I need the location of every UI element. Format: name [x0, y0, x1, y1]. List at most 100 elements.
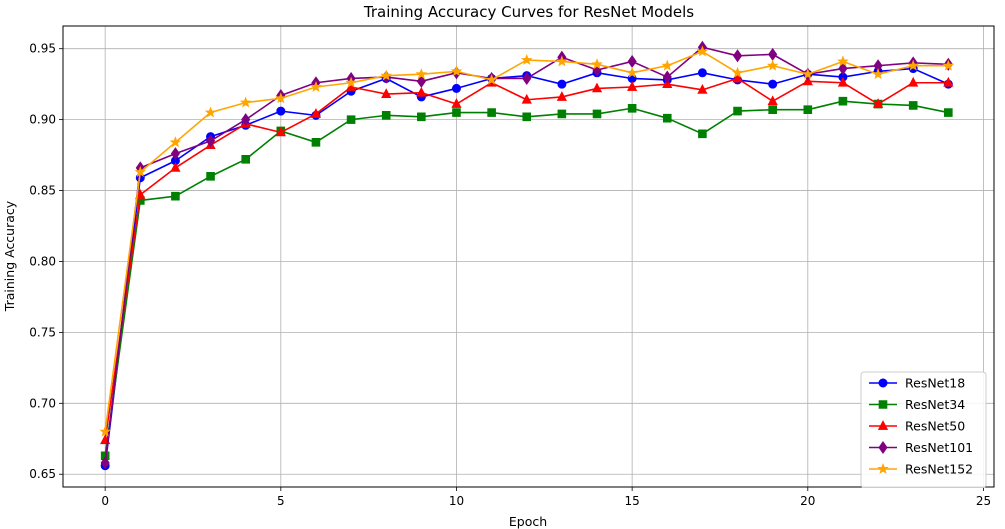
- legend-marker: [878, 400, 888, 409]
- x-tick-label: 0: [101, 494, 109, 508]
- data-point: [591, 82, 603, 93]
- data-point: [944, 108, 953, 117]
- data-point: [872, 98, 884, 108]
- data-point: [485, 73, 498, 85]
- y-tick-label: 0.80: [29, 254, 56, 268]
- data-point: [450, 65, 463, 77]
- axis-ticks: 0 5 10 15 20 25 0.65 0.70 0.75 0.80 0.85 0.90 0.95: [29, 42, 991, 508]
- legend-item: ResNet152: [869, 462, 973, 477]
- data-point: [626, 66, 638, 78]
- data-point: [908, 76, 919, 87]
- series-resnet152: [99, 45, 955, 437]
- series-layer: [99, 40, 955, 471]
- data-point: [766, 59, 779, 71]
- data-point: [662, 113, 672, 123]
- data-point: [732, 49, 743, 63]
- data-point: [239, 96, 252, 108]
- legend-marker: [877, 462, 889, 474]
- grid-lines: [63, 26, 994, 487]
- data-point: [169, 136, 182, 148]
- legend-marker: [877, 420, 889, 430]
- data-point: [556, 91, 567, 101]
- data-point: [521, 93, 532, 104]
- y-tick-label: 0.65: [29, 467, 56, 481]
- data-point: [204, 106, 217, 118]
- data-point: [837, 55, 849, 67]
- y-tick-label: 0.85: [29, 184, 56, 198]
- legend-marker: [878, 378, 888, 388]
- data-point: [276, 106, 286, 116]
- legend-item: ResNet101: [869, 440, 973, 455]
- legend: ResNet18 ResNet34 ResNet50 ResNet101 ResNet1…: [860, 371, 987, 488]
- data-point: [592, 109, 602, 119]
- data-point: [487, 108, 496, 117]
- data-point: [768, 105, 777, 114]
- data-point: [768, 47, 778, 61]
- series-resnet50: [100, 72, 954, 445]
- data-point: [556, 55, 568, 67]
- data-point: [520, 53, 533, 65]
- data-point: [731, 66, 744, 78]
- legend-label: ResNet34: [905, 397, 965, 412]
- data-point: [100, 456, 110, 470]
- series-line: [104, 100, 949, 456]
- data-point: [627, 54, 637, 68]
- legend-label: ResNet101: [905, 440, 973, 455]
- data-point: [241, 113, 251, 127]
- data-point: [907, 59, 919, 71]
- data-point: [380, 69, 392, 81]
- data-point: [942, 59, 955, 71]
- data-point: [837, 76, 849, 87]
- data-point: [662, 70, 672, 84]
- data-point: [908, 101, 918, 110]
- legend-item: ResNet50: [869, 419, 965, 434]
- legend-box: [860, 371, 987, 488]
- series-line: [104, 77, 949, 441]
- data-point: [416, 86, 427, 97]
- data-point: [345, 76, 357, 88]
- data-point: [452, 108, 461, 117]
- data-point: [206, 172, 215, 181]
- data-point: [803, 105, 813, 114]
- data-point: [522, 71, 532, 86]
- legend-label: ResNet50: [905, 419, 965, 434]
- series-line: [104, 46, 949, 463]
- legend-marker: [878, 440, 888, 455]
- data-point: [310, 80, 322, 92]
- data-point: [171, 191, 180, 201]
- data-point: [170, 147, 180, 161]
- data-point: [311, 138, 321, 147]
- data-point: [872, 68, 884, 80]
- data-point: [134, 166, 147, 177]
- data-point: [697, 83, 708, 94]
- data-point: [768, 79, 778, 89]
- x-tick-label: 15: [624, 494, 639, 508]
- legend-label: ResNet18: [905, 376, 965, 391]
- series-line: [104, 50, 949, 432]
- data-point: [627, 103, 637, 113]
- data-point: [697, 68, 707, 78]
- data-point: [275, 92, 287, 104]
- data-point: [767, 95, 778, 106]
- legend-label: ResNet152: [905, 462, 973, 477]
- data-point: [417, 112, 426, 122]
- data-point: [310, 108, 322, 118]
- data-point: [451, 83, 461, 93]
- data-point: [416, 74, 426, 88]
- series-resnet18: [100, 64, 953, 471]
- legend-item: ResNet34: [869, 397, 965, 412]
- data-point: [698, 129, 707, 139]
- data-point: [557, 79, 567, 89]
- data-point: [99, 425, 111, 437]
- data-point: [733, 106, 742, 116]
- y-tick-label: 0.75: [29, 325, 56, 339]
- data-point: [241, 155, 250, 164]
- data-point: [838, 96, 848, 106]
- x-axis-title: Epoch: [509, 514, 547, 529]
- x-tick-label: 20: [800, 494, 815, 508]
- data-point: [943, 76, 954, 87]
- data-point: [661, 59, 674, 71]
- data-point: [732, 72, 743, 83]
- data-point: [522, 112, 532, 122]
